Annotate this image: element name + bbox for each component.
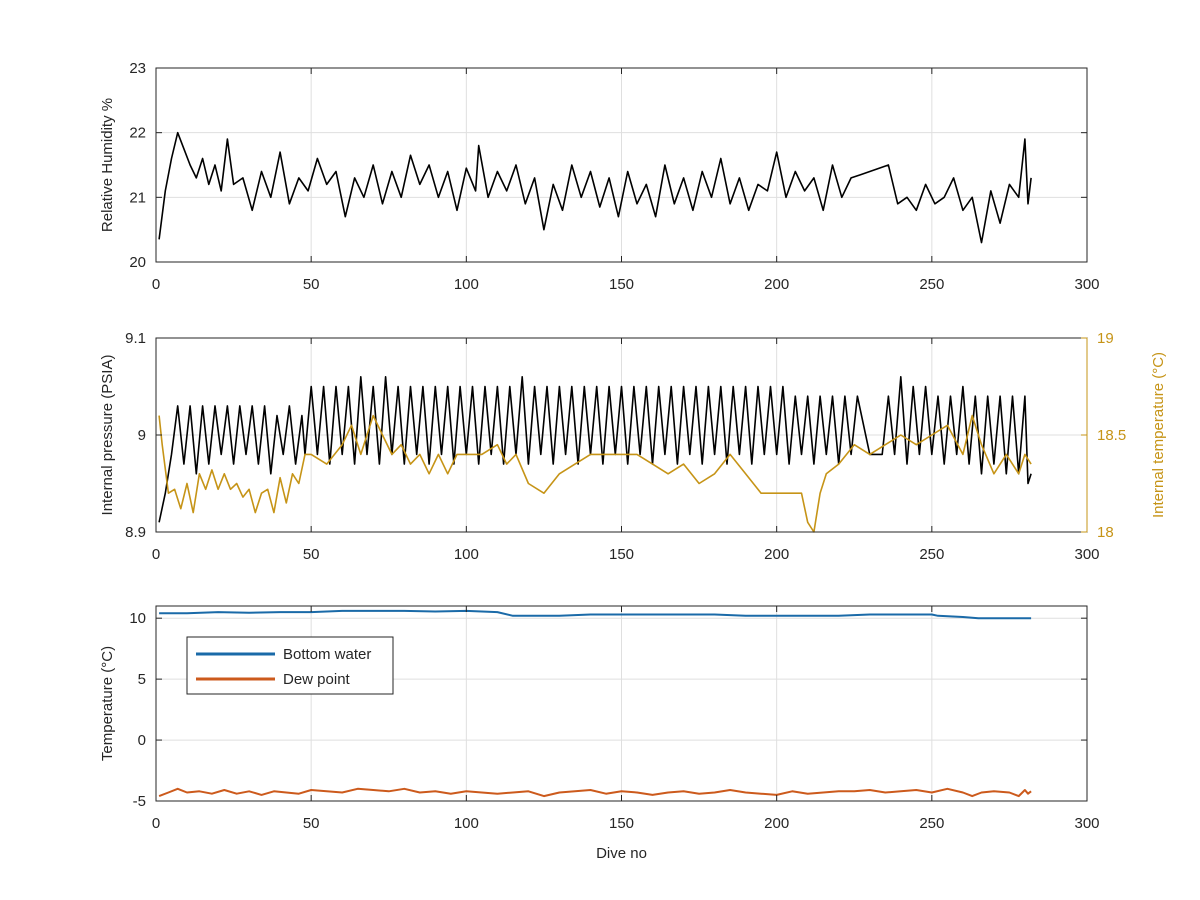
- x-tick-label: 250: [919, 276, 944, 293]
- series-line-bottom-water: [159, 609, 1032, 620]
- panel-1: [155, 67, 1088, 263]
- y-axis-label: Internal pressure (PSIA): [99, 355, 116, 516]
- y-tick-label: 23: [129, 60, 146, 77]
- y-tick-label: 21: [129, 189, 146, 206]
- x-tick-label: 100: [454, 276, 479, 293]
- legend-label: Dew point: [283, 671, 351, 688]
- x-tick-label: 200: [764, 815, 789, 832]
- x-tick-label: 200: [764, 276, 789, 293]
- y-tick-label: 22: [129, 125, 146, 142]
- y-tick-label: 20: [129, 254, 146, 271]
- x-tick-label: 300: [1074, 815, 1099, 832]
- y-tick-label: 5: [138, 671, 146, 688]
- y2-tick-label: 18.5: [1097, 427, 1126, 444]
- x-tick-label: 150: [609, 276, 634, 293]
- legend-box: [186, 636, 394, 695]
- x-tick-label: 300: [1074, 276, 1099, 293]
- x-tick-label: 0: [152, 276, 160, 293]
- x-tick-label: 50: [303, 815, 320, 832]
- x-tick-label: 0: [152, 546, 160, 563]
- y-axis-label: Relative Humidity %: [99, 98, 116, 232]
- x-tick-label: 150: [609, 815, 634, 832]
- y-tick-label: 0: [138, 732, 146, 749]
- series-line-main: [158, 131, 1032, 244]
- legend-label: Bottom water: [283, 646, 371, 663]
- x-tick-label: 100: [454, 815, 479, 832]
- x-tick-label: 300: [1074, 546, 1099, 563]
- x-tick-label: 200: [764, 546, 789, 563]
- x-tick-label: 250: [919, 546, 944, 563]
- y-tick-label: 9: [138, 427, 146, 444]
- x-tick-label: 0: [152, 815, 160, 832]
- x-tick-label: 100: [454, 546, 479, 563]
- series-line-dew-point: [158, 787, 1032, 798]
- panel-3: [155, 605, 1088, 802]
- panel-2: [155, 337, 1088, 533]
- x-axis-label: Dive no: [596, 845, 647, 862]
- y2-tick-label: 19: [1097, 330, 1114, 347]
- y-tick-label: 10: [129, 610, 146, 627]
- y-tick-label: -5: [133, 793, 146, 810]
- y-tick-label: 9.1: [125, 330, 146, 347]
- y-tick-label: 8.9: [125, 524, 146, 541]
- x-tick-label: 150: [609, 546, 634, 563]
- y2-axis-label: Internal temperature (°C): [1150, 352, 1167, 518]
- y2-tick-label: 18: [1097, 524, 1114, 541]
- series-line-right: [158, 414, 1032, 533]
- x-tick-label: 50: [303, 276, 320, 293]
- x-tick-label: 50: [303, 546, 320, 563]
- x-tick-label: 250: [919, 815, 944, 832]
- y-axis-label: Temperature (°C): [99, 646, 116, 761]
